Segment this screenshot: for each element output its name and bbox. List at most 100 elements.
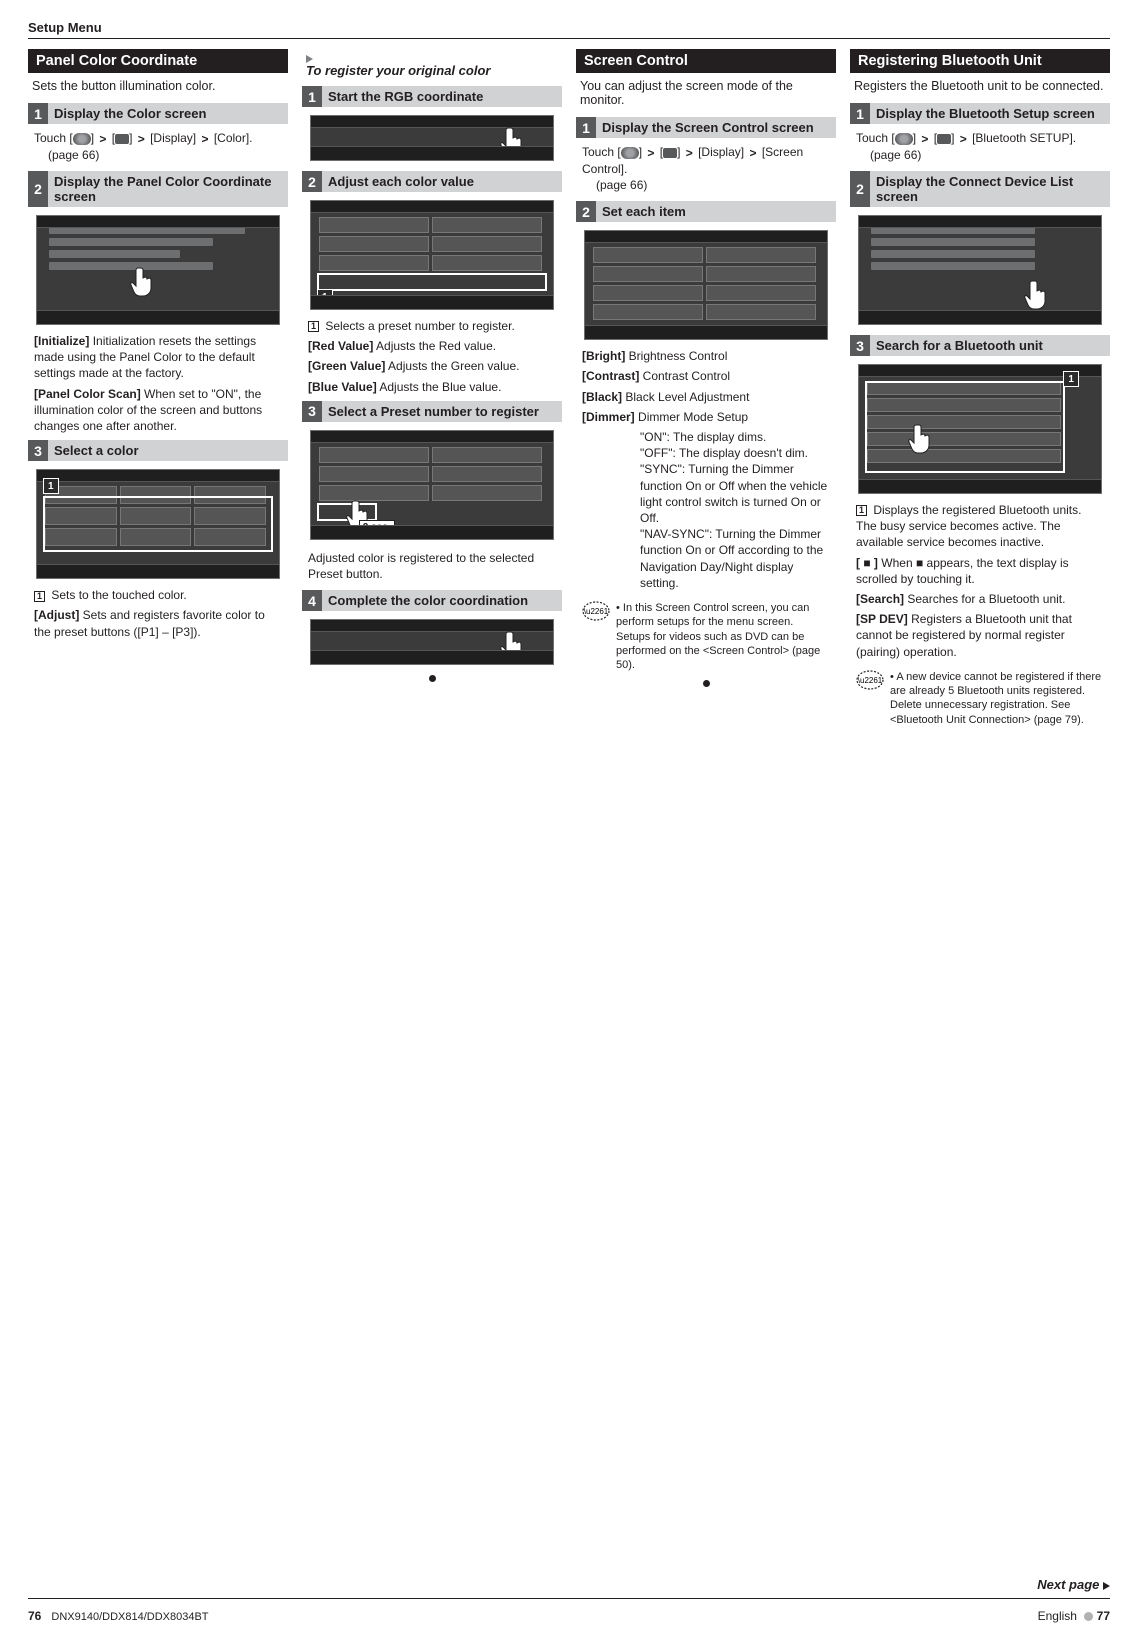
def-label: [Search] xyxy=(856,592,904,606)
step-num: 3 xyxy=(28,440,48,461)
col-bluetooth: Registering Bluetooth Unit Registers the… xyxy=(850,49,1110,731)
next-page-indicator: Next page xyxy=(28,1577,1110,1592)
def-label: [Adjust] xyxy=(34,608,79,622)
def-scroll: [ ■ ] When ■ appears, the text display i… xyxy=(856,555,1104,587)
def-text: Contrast Control xyxy=(643,369,730,383)
menu-icon xyxy=(621,147,639,159)
frame-highlight xyxy=(865,381,1065,473)
def-label: [Green Value] xyxy=(308,359,385,373)
step-2-panel-color: 2 Display the Panel Color Coordinate scr… xyxy=(28,171,288,207)
step-num: 2 xyxy=(302,171,322,192)
footer-left: 76 DNX9140/DDX814/DDX8034BT xyxy=(28,1609,209,1623)
touch-label: Touch xyxy=(582,145,617,159)
multi-icon xyxy=(115,134,129,144)
step-title: Start the RGB coordinate xyxy=(322,86,562,107)
next-page-arrow-icon xyxy=(1103,1582,1110,1590)
def-blue: [Blue Value] Adjusts the Blue value. xyxy=(308,379,556,395)
step-num: 3 xyxy=(850,335,870,356)
def-dimmer: [Dimmer] Dimmer Mode Setup xyxy=(582,409,830,425)
step-num: 4 xyxy=(302,590,322,611)
col-screen-control: Screen Control You can adjust the screen… xyxy=(576,49,836,731)
manual-page: Setup Menu Panel Color Coordinate Sets t… xyxy=(0,0,1138,1637)
chain-color: [Color]. xyxy=(214,131,253,145)
footer-right: English 77 xyxy=(1038,1609,1110,1623)
step-title: Display the Bluetooth Setup screen xyxy=(870,103,1110,124)
step-2-rgb: 2 Adjust each color value xyxy=(302,171,562,192)
step-num: 2 xyxy=(28,171,48,207)
note-text: • A new device cannot be registered if t… xyxy=(890,670,1104,727)
columns: Panel Color Coordinate Sets the button i… xyxy=(28,49,1110,731)
def-bright: [Bright] Brightness Control xyxy=(582,348,830,364)
screenshot-screen-control xyxy=(584,230,828,340)
note-bt: \u2261 • A new device cannot be register… xyxy=(856,670,1104,727)
touch-label: Touch xyxy=(34,131,69,145)
step-num: 2 xyxy=(850,171,870,207)
note-screen: \u2261 • In this Screen Control screen, … xyxy=(582,601,830,672)
callout-1-bt: 1 Displays the registered Bluetooth unit… xyxy=(856,502,1104,551)
note-text: • In this Screen Control screen, you can… xyxy=(616,601,830,672)
intro-screen-control: You can adjust the screen mode of the mo… xyxy=(580,79,832,107)
dimmer-options: "ON": The display dims. "OFF": The displ… xyxy=(582,429,830,591)
opt-off: "OFF": The display doesn't dim. xyxy=(582,445,830,461)
step-num: 1 xyxy=(302,86,322,107)
step-title: Select a color xyxy=(48,440,288,461)
def-adjust: [Adjust] Sets and registers favorite col… xyxy=(34,607,282,639)
def-contrast: [Contrast] Contrast Control xyxy=(582,368,830,384)
pageref: (page 66) xyxy=(582,177,830,193)
menu-icon xyxy=(73,133,91,145)
step-1-panel-color: 1 Display the Color screen xyxy=(28,103,288,124)
section-title-panel-color: Panel Color Coordinate xyxy=(28,49,288,73)
note-icon: \u2261 xyxy=(582,601,610,621)
menu-icon xyxy=(895,133,913,145)
callout-text: Selects a preset number to register. xyxy=(325,319,514,333)
footer-line: 76 DNX9140/DDX814/DDX8034BT English 77 xyxy=(28,1609,1110,1623)
opt-nav: "NAV-SYNC": Turning the Dimmer function … xyxy=(582,526,830,591)
screenshot-rgb-preset: 2 sec. xyxy=(310,430,554,540)
svg-text:\u2261: \u2261 xyxy=(584,607,609,616)
def-text: Adjusts the Green value. xyxy=(388,359,519,373)
def-label: [Black] xyxy=(582,390,622,404)
def-label: [Red Value] xyxy=(308,339,373,353)
def-label: [Blue Value] xyxy=(308,380,377,394)
screenshot-rgb-adjust: 1 xyxy=(310,200,554,310)
footer: Next page 76 DNX9140/DDX814/DDX8034BT En… xyxy=(0,1577,1138,1623)
step-num: 1 xyxy=(850,103,870,124)
step-title: Adjust each color value xyxy=(322,171,562,192)
def-label: [Initialize] xyxy=(34,334,89,348)
def-text: When ■ appears, the text display is scro… xyxy=(856,556,1069,586)
def-initialize: [Initialize] Initialization resets the s… xyxy=(34,333,282,382)
def-label: [SP DEV] xyxy=(856,612,908,626)
screenshot-select-color: 1 xyxy=(36,469,280,579)
def-text: Brightness Control xyxy=(629,349,728,363)
rgb-heading: To register your original color xyxy=(306,63,558,78)
section-title-bluetooth: Registering Bluetooth Unit xyxy=(850,49,1110,73)
step-title: Complete the color coordination xyxy=(322,590,562,611)
header-rule xyxy=(28,38,1110,39)
callout-ref-1: 1 xyxy=(856,505,867,516)
frame-highlight xyxy=(43,496,273,552)
touch-chain-bt: Touch [] > [] > [Bluetooth SETUP]. (page… xyxy=(856,130,1104,163)
def-text: Adjusts the Blue value. xyxy=(379,380,501,394)
step-num: 2 xyxy=(576,201,596,222)
callout-box-1: 1 xyxy=(43,478,59,494)
col-panel-color: Panel Color Coordinate Sets the button i… xyxy=(28,49,288,731)
screenshot-bt-setup xyxy=(858,215,1102,325)
step-title: Display the Color screen xyxy=(48,103,288,124)
step-4-rgb: 4 Complete the color coordination xyxy=(302,590,562,611)
svg-text:\u2261: \u2261 xyxy=(858,676,883,685)
chain-display: [Display] xyxy=(150,131,196,145)
touch-chain-color: Touch [] > [] > [Display] > [Color]. (pa… xyxy=(34,130,282,163)
step-title: Display the Connect Device List screen xyxy=(870,171,1110,207)
def-spdev: [SP DEV] Registers a Bluetooth unit that… xyxy=(856,611,1104,660)
def-search: [Search] Searches for a Bluetooth unit. xyxy=(856,591,1104,607)
step-1-rgb: 1 Start the RGB coordinate xyxy=(302,86,562,107)
callout-1-text: 1 Sets to the touched color. xyxy=(34,587,282,603)
step-num: 1 xyxy=(576,117,596,138)
multi-icon xyxy=(663,148,677,158)
def-text: Adjusts the Red value. xyxy=(376,339,496,353)
callout-ref-1: 1 xyxy=(308,321,319,332)
step-1-screen: 1 Display the Screen Control screen xyxy=(576,117,836,138)
step-3-bt: 3 Search for a Bluetooth unit xyxy=(850,335,1110,356)
def-text: Dimmer Mode Setup xyxy=(638,410,748,424)
section-title-screen-control: Screen Control xyxy=(576,49,836,73)
